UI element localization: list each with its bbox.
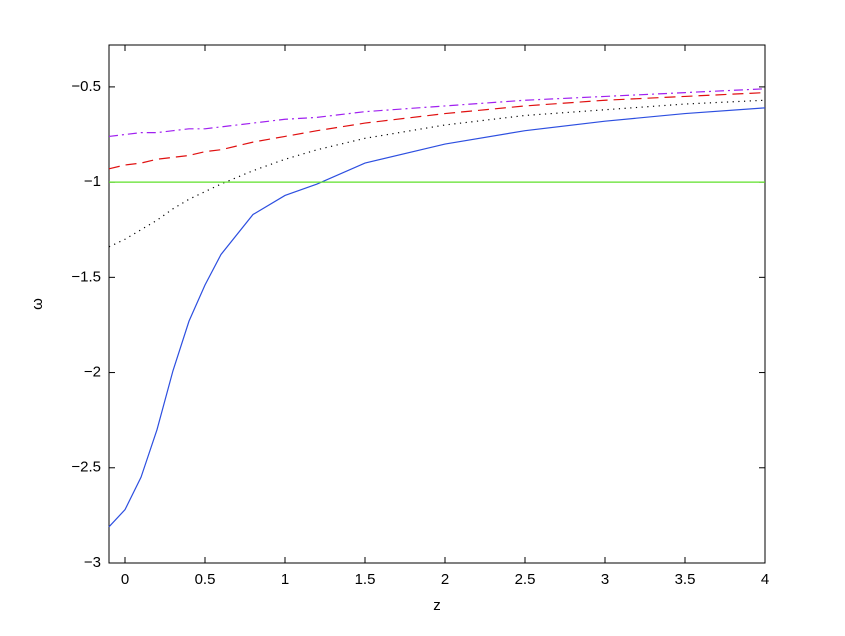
x-tick-label: 2 — [441, 571, 449, 588]
x-tick-label: 3 — [601, 571, 609, 588]
y-tick-label: −3 — [84, 554, 101, 571]
x-tick-label: 0.5 — [195, 571, 216, 588]
series-line — [108, 88, 766, 138]
x-tick-label: 1.5 — [355, 571, 376, 588]
x-tick-label: 2.5 — [515, 571, 536, 588]
y-axis-label: ω — [29, 298, 46, 310]
series-line — [108, 107, 766, 528]
y-tick-label: −1 — [84, 173, 101, 190]
x-tick-label: 3.5 — [675, 571, 696, 588]
y-tick-label: −2 — [84, 364, 101, 381]
y-tick-label: −0.5 — [71, 78, 101, 95]
x-axis-label: z — [433, 597, 441, 614]
series-line — [108, 92, 766, 170]
x-tick-label: 0 — [121, 571, 129, 588]
x-tick-label: 4 — [761, 571, 769, 588]
series-line — [108, 99, 766, 248]
plot-frame — [108, 44, 766, 564]
x-tick-label: 1 — [281, 571, 289, 588]
y-tick-label: −2.5 — [71, 459, 101, 476]
y-tick-label: −1.5 — [71, 268, 101, 285]
